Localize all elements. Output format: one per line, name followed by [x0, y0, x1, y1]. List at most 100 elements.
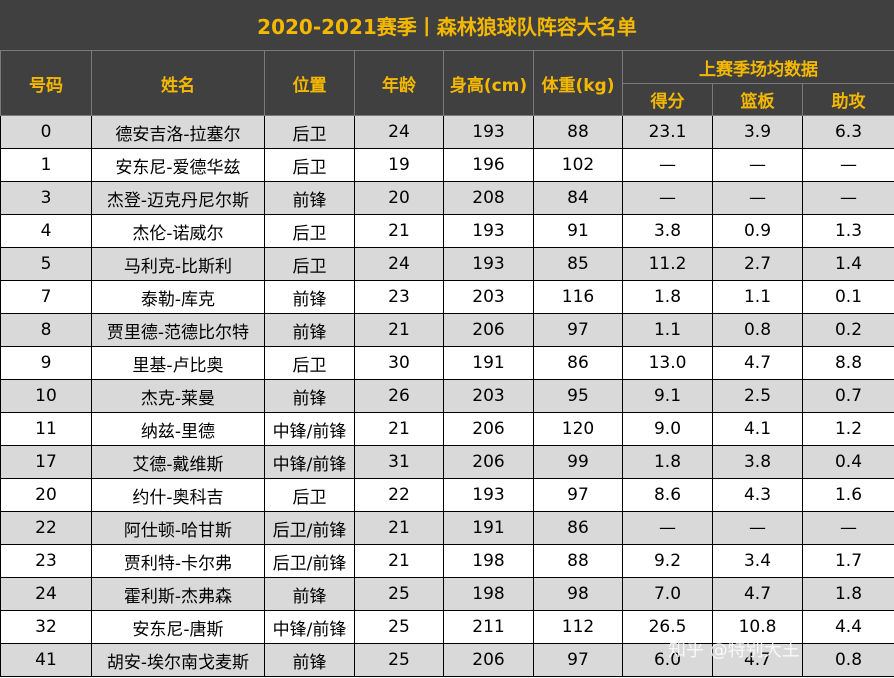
cell-name: 约什-奥科吉 [91, 478, 265, 512]
table-row: 3 杰登-迈克丹尼尔斯 前锋 20 208 84— — — [0, 181, 894, 215]
cell-points: — [622, 181, 713, 215]
cell-weight: 120 [533, 412, 623, 446]
cell-assists: 1.2 [802, 412, 894, 446]
cell-rebounds: — [712, 511, 803, 545]
header-age: 年龄 [354, 50, 444, 116]
cell-name: 安东尼-爱德华兹 [91, 148, 265, 182]
cell-rebounds: 4.3 [712, 478, 803, 512]
cell-number: 41 [0, 643, 92, 677]
header-position: 位置 [264, 50, 355, 116]
cell-weight: 97 [533, 313, 623, 347]
cell-number: 24 [0, 577, 92, 611]
cell-name: 杰登-迈克丹尼尔斯 [91, 181, 265, 215]
cell-position: 前锋 [264, 313, 355, 347]
cell-points: 11.2 [622, 247, 713, 281]
cell-position: 后卫 [264, 115, 355, 149]
cell-age: 23 [354, 280, 444, 314]
table-row: 9 里基-卢比奥 后卫 30 191 86 13.0 4.7 8.8 [0, 346, 894, 380]
cell-number: 22 [0, 511, 92, 545]
cell-position: 后卫/前锋 [264, 544, 355, 578]
cell-rebounds: 0.9 [712, 214, 803, 248]
cell-rebounds: — [712, 181, 803, 215]
cell-position: 前锋 [264, 643, 355, 677]
cell-number: 5 [0, 247, 92, 281]
cell-rebounds: 1.1 [712, 280, 803, 314]
cell-height: 208 [443, 181, 534, 215]
header-last-season: 上赛季场均数据 [622, 50, 894, 84]
cell-points: 9.1 [622, 379, 713, 413]
cell-points: — [622, 511, 713, 545]
cell-height: 206 [443, 445, 534, 479]
cell-points: — [622, 148, 713, 182]
table-row: 32 安东尼-唐斯 中锋/前锋 25 211 112 26.5 10.8 4.4 [0, 610, 894, 644]
table-row: 7 泰勒-库克 前锋 23 203 116 1.8 1.1 0.1 [0, 280, 894, 314]
cell-assists: 4.4 [802, 610, 894, 644]
table-row: 17 艾德-戴维斯 中锋/前锋 31 206 99 1.8 3.8 0.4 [0, 445, 894, 479]
cell-number: 7 [0, 280, 92, 314]
cell-rebounds: 3.9 [712, 115, 803, 149]
table-row: 20 约什-奥科吉 后卫 22 193 97 8.6 4.3 1.6 [0, 478, 894, 512]
cell-height: 206 [443, 643, 534, 677]
table-row: 41 胡安-埃尔南戈麦斯 前锋 25 206 97 6.0 4.7 0.8 [0, 643, 894, 677]
cell-height: 196 [443, 148, 534, 182]
cell-weight: 116 [533, 280, 623, 314]
cell-rebounds: 4.7 [712, 346, 803, 380]
cell-height: 206 [443, 313, 534, 347]
cell-weight: 84 [533, 181, 623, 215]
cell-age: 31 [354, 445, 444, 479]
cell-height: 191 [443, 511, 534, 545]
cell-position: 前锋 [264, 280, 355, 314]
cell-weight: 112 [533, 610, 623, 644]
cell-name: 贾里德-范德比尔特 [91, 313, 265, 347]
cell-assists: 1.8 [802, 577, 894, 611]
cell-assists: 1.3 [802, 214, 894, 248]
cell-number: 3 [0, 181, 92, 215]
cell-age: 30 [354, 346, 444, 380]
cell-age: 24 [354, 247, 444, 281]
cell-points: 23.1 [622, 115, 713, 149]
cell-weight: 88 [533, 544, 623, 578]
cell-position: 后卫 [264, 478, 355, 512]
cell-number: 1 [0, 148, 92, 182]
header-weight: 体重(kg) [533, 50, 623, 116]
cell-assists: 1.4 [802, 247, 894, 281]
cell-age: 24 [354, 115, 444, 149]
cell-assists: — [802, 511, 894, 545]
table-row: 5 马利克-比斯利 后卫 24 193 85 11.2 2.7 1.4 [0, 247, 894, 281]
table-row: 1 安东尼-爱德华兹 后卫 19 196 102— — — [0, 148, 894, 182]
cell-points: 26.5 [622, 610, 713, 644]
cell-age: 21 [354, 214, 444, 248]
cell-assists: 1.6 [802, 478, 894, 512]
cell-weight: 99 [533, 445, 623, 479]
cell-position: 中锋/前锋 [264, 610, 355, 644]
cell-weight: 97 [533, 643, 623, 677]
cell-position: 前锋 [264, 379, 355, 413]
cell-number: 20 [0, 478, 92, 512]
cell-height: 193 [443, 115, 534, 149]
cell-assists: 0.7 [802, 379, 894, 413]
cell-age: 21 [354, 313, 444, 347]
cell-points: 1.1 [622, 313, 713, 347]
cell-points: 1.8 [622, 280, 713, 314]
cell-height: 211 [443, 610, 534, 644]
cell-points: 8.6 [622, 478, 713, 512]
cell-weight: 97 [533, 478, 623, 512]
cell-position: 前锋 [264, 181, 355, 215]
cell-rebounds: 2.5 [712, 379, 803, 413]
cell-weight: 85 [533, 247, 623, 281]
cell-name: 马利克-比斯利 [91, 247, 265, 281]
cell-name: 纳兹-里德 [91, 412, 265, 446]
cell-name: 艾德-戴维斯 [91, 445, 265, 479]
cell-age: 26 [354, 379, 444, 413]
cell-position: 后卫 [264, 247, 355, 281]
cell-height: 191 [443, 346, 534, 380]
cell-weight: 102 [533, 148, 623, 182]
cell-position: 前锋 [264, 577, 355, 611]
cell-age: 19 [354, 148, 444, 182]
cell-height: 198 [443, 577, 534, 611]
cell-name: 里基-卢比奥 [91, 346, 265, 380]
cell-weight: 91 [533, 214, 623, 248]
cell-age: 25 [354, 610, 444, 644]
cell-rebounds: 0.8 [712, 313, 803, 347]
cell-number: 0 [0, 115, 92, 149]
